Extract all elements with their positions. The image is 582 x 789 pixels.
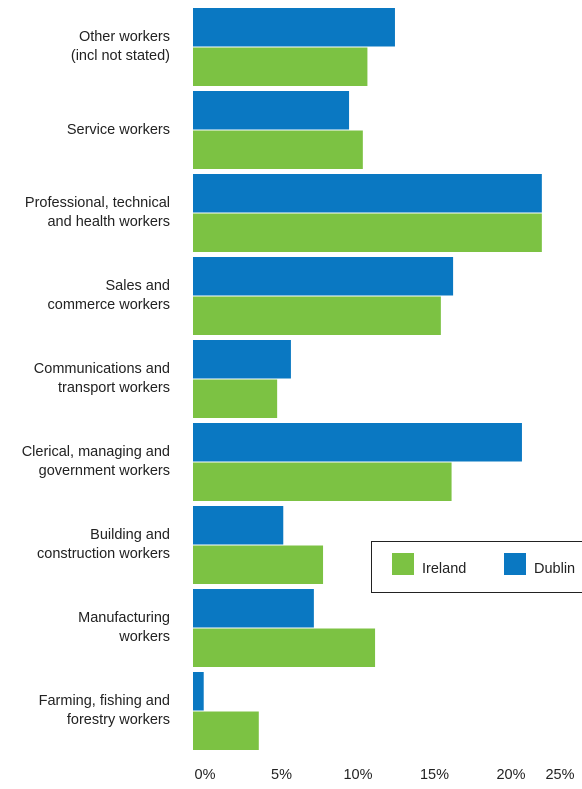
bar-dublin-1 — [193, 8, 395, 47]
legend-label-dublin: Dublin — [534, 561, 576, 577]
category-label: Professional, technical and health worke… — [24, 195, 170, 230]
category-label: Sales and commerce workers — [47, 278, 170, 313]
bar-ireland-9 — [193, 711, 259, 750]
category-label: Other workers (incl not stated) — [70, 29, 170, 64]
bar-ireland-6 — [193, 462, 452, 501]
bar-dublin-4 — [193, 257, 454, 296]
bar-ireland-2 — [193, 130, 363, 169]
x-tick-label: 5% — [271, 767, 292, 783]
category-label: Farming, fishing and forestry workers — [38, 693, 170, 728]
category-label: Clerical, managing and government worker… — [21, 444, 170, 479]
x-tick-label: 15% — [419, 767, 450, 783]
bar-ireland-1 — [193, 47, 368, 86]
x-tick-label: 10% — [343, 767, 373, 783]
legend-label-ireland: Ireland — [422, 561, 467, 577]
x-tick-label: 25% — [545, 767, 575, 783]
bar-dublin-8 — [193, 589, 314, 628]
bar-ireland-8 — [193, 628, 376, 667]
bar-ireland-5 — [193, 379, 278, 418]
bar-dublin-2 — [193, 91, 350, 130]
bar-dublin-5 — [193, 340, 291, 379]
x-tick-label: 20% — [496, 767, 526, 783]
bar-dublin-9 — [193, 672, 204, 711]
legend-swatch-dublin — [504, 553, 526, 575]
legend: Ireland Dublin — [371, 541, 582, 593]
category-label: Service workers — [66, 121, 170, 138]
bar-dublin-6 — [193, 423, 522, 462]
bar-ireland-4 — [193, 296, 441, 335]
category-label: Communications and transport workers — [33, 361, 170, 396]
bar-dublin-7 — [193, 506, 284, 545]
category-label: Manufacturing workers — [78, 610, 170, 645]
bar-ireland-7 — [193, 545, 324, 584]
bar-ireland-3 — [193, 213, 542, 252]
x-tick-label: 0% — [194, 767, 216, 783]
category-label: Building and construction workers — [37, 527, 170, 562]
legend-swatch-ireland — [392, 553, 414, 575]
bar-dublin-3 — [193, 174, 542, 213]
